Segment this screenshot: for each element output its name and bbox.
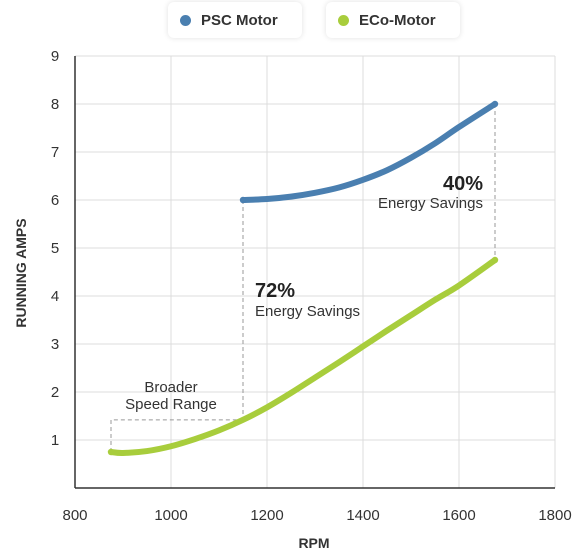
y-tick-label: 7 bbox=[51, 144, 59, 161]
savings-40-percent: 40% bbox=[443, 173, 483, 195]
series-lines bbox=[107, 100, 499, 456]
legend-label-eco-motor: ECo-Motor bbox=[359, 11, 436, 29]
x-tick-label: 1200 bbox=[250, 507, 283, 524]
series-line-eco-motor bbox=[108, 257, 498, 456]
savings-40-label: Energy Savings bbox=[378, 195, 483, 212]
savings-72-percent: 72% bbox=[255, 280, 295, 302]
legend-swatch-psc-motor bbox=[180, 14, 191, 26]
broader-label-line2: Speed Range bbox=[125, 396, 217, 413]
y-tick-label: 8 bbox=[51, 96, 59, 113]
guide-lines bbox=[110, 104, 496, 452]
x-tick-label: 1600 bbox=[442, 507, 475, 524]
y-tick-label: 6 bbox=[51, 192, 59, 209]
grid-lines bbox=[74, 55, 556, 489]
y-tick-label: 1 bbox=[51, 432, 59, 449]
x-tick-label: 1000 bbox=[154, 507, 187, 524]
series-endpoint-eco-motor bbox=[491, 256, 499, 264]
series-endpoint-psc-motor bbox=[239, 196, 247, 204]
y-tick-label: 9 bbox=[51, 48, 59, 65]
series-endpoint-psc-motor bbox=[491, 100, 499, 108]
legend-item-eco-motor: ECo-Motor bbox=[326, 2, 460, 38]
x-tick-label: 800 bbox=[62, 507, 87, 524]
guide-broader-range bbox=[110, 419, 243, 452]
x-tick-label: 1400 bbox=[346, 507, 379, 524]
y-tick-label: 4 bbox=[51, 288, 59, 305]
savings-72-label: Energy Savings bbox=[255, 303, 360, 320]
x-axis-label: RPM bbox=[298, 535, 329, 550]
y-tick-label: 3 bbox=[51, 336, 59, 353]
legend-item-psc-motor: PSC Motor bbox=[168, 2, 302, 38]
legend-swatch-eco-motor bbox=[338, 14, 349, 26]
x-axis-ticks: 800 1000 1200 1400 1600 1800 bbox=[62, 507, 571, 524]
y-axis-ticks: 1 2 3 4 5 6 7 8 9 bbox=[51, 48, 59, 449]
series-line-psc-motor bbox=[240, 101, 498, 203]
y-tick-label: 5 bbox=[51, 240, 59, 257]
broader-label-line1: Broader bbox=[144, 379, 197, 396]
legend-label-psc-motor: PSC Motor bbox=[201, 11, 278, 29]
x-tick-label: 1800 bbox=[538, 507, 571, 524]
y-axis-label: RUNNING AMPS bbox=[13, 218, 29, 327]
y-tick-label: 2 bbox=[51, 384, 59, 401]
series-endpoint-eco-motor bbox=[107, 448, 115, 456]
